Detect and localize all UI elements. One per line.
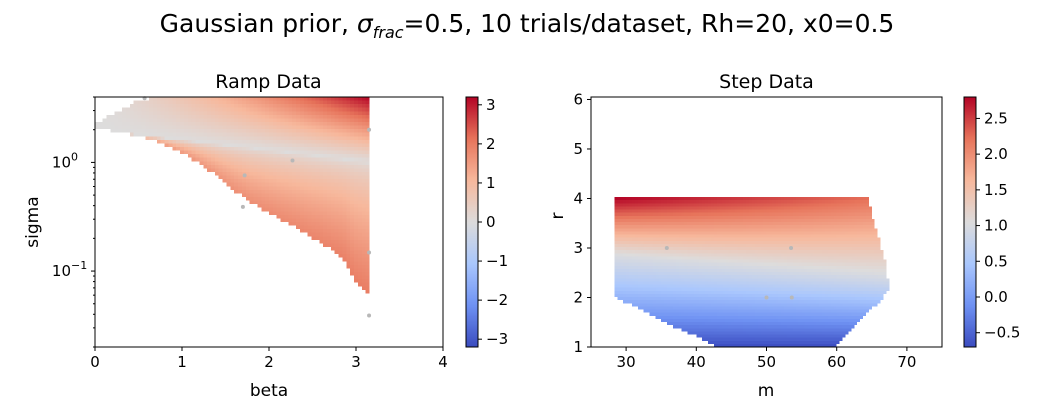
ramp-heatmap — [95, 97, 443, 347]
ramp-x-tick-label: 1 — [177, 353, 187, 371]
ramp-colorbar-tick-label: 3 — [486, 96, 496, 114]
step-colorbar-tick-label: 0.5 — [984, 252, 1008, 270]
ramp-y-tick-base: 10 — [52, 262, 71, 280]
figure-suptitle: Gaussian prior, σfrac=0.5, 10 trials/dat… — [160, 9, 895, 42]
step-y-tick-label: 3 — [573, 239, 583, 257]
ramp-grid-point — [240, 204, 245, 209]
ramp-y-tick-label: 10 — [52, 153, 71, 171]
step-y-tick-label: 1 — [573, 338, 583, 356]
ramp-colorbar-tick-label: −2 — [486, 291, 508, 309]
step-colorbar — [964, 97, 976, 347]
step-colorbar-frame — [963, 96, 977, 348]
ramp-y-tick-label: 10 — [52, 262, 71, 280]
ramp-colorbar-tick-label: −1 — [486, 252, 508, 270]
ramp-ylabel: sigma — [23, 196, 43, 247]
step-colorbar-tick-label: 1.0 — [984, 217, 1008, 235]
step-heatmap — [591, 97, 942, 347]
ramp-grid-point — [290, 158, 295, 163]
ramp-x-tick-label: 3 — [351, 353, 361, 371]
step-colorbar-tick-label: −0.5 — [984, 324, 1020, 342]
step-y-tick-label: 6 — [573, 90, 583, 108]
step-x-tick-label: 60 — [827, 353, 846, 371]
step-grid-point — [764, 295, 769, 300]
suptitle-suffix: =0.5, 10 trials/dataset, Rh=20, x0=0.5 — [404, 9, 895, 38]
step-xlabel: m — [758, 381, 775, 401]
suptitle-subscript: frac — [373, 23, 404, 42]
ramp-grid-point — [367, 127, 372, 132]
ramp-x-tick-label: 0 — [90, 353, 100, 371]
ramp-x-tick-label: 2 — [264, 353, 274, 371]
ramp-colorbar-ticks: 3 2 1 0 −1 −2 −3 — [478, 96, 508, 348]
step-x-tick-label: 40 — [687, 353, 706, 371]
ramp-grid-points — [142, 96, 372, 318]
ramp-y-tick-exponent: 0 — [71, 150, 78, 163]
ramp-colorbar-tick-label: 2 — [486, 135, 496, 153]
ramp-x-ticks: 0 1 2 3 4 — [90, 347, 448, 371]
step-colorbar-tick-label: 0.0 — [984, 288, 1008, 306]
step-colorbar-tick-label: 2.5 — [984, 109, 1008, 127]
suptitle-sigma: σ — [357, 9, 374, 38]
ramp-y-tick-exponent: −1 — [71, 259, 87, 272]
step-x-tick-label: 30 — [617, 353, 636, 371]
suptitle-prefix: Gaussian prior, — [160, 9, 357, 38]
ramp-grid-point — [242, 173, 247, 178]
step-grid-points — [664, 245, 794, 300]
ramp-grid-point — [367, 250, 372, 255]
ramp-colorbar-tick-label: 0 — [486, 213, 496, 231]
ramp-xlabel: beta — [250, 381, 288, 401]
step-x-ticks: 30 40 50 60 70 — [617, 347, 916, 371]
step-y-tick-label: 5 — [573, 140, 583, 158]
step-y-tick-label: 2 — [573, 288, 583, 306]
ramp-y-tick-base: 10 — [52, 153, 71, 171]
ramp-colorbar — [466, 97, 478, 347]
step-grid-point — [789, 295, 794, 300]
step-ylabel: r — [548, 213, 568, 220]
step-y-ticks: 1 2 3 4 5 6 — [573, 90, 591, 356]
step-title: Step Data — [719, 71, 814, 93]
ramp-title: Ramp Data — [215, 71, 321, 93]
ramp-colorbar-tick-label: 1 — [486, 174, 496, 192]
step-colorbar-ticks: 2.5 2.0 1.5 1.0 0.5 0.0 −0.5 — [976, 109, 1020, 342]
step-y-tick-label: 4 — [573, 189, 583, 207]
step-x-tick-label: 50 — [757, 353, 776, 371]
step-panel: Step Data 30 40 50 60 70 1 2 3 4 5 6 m r 2.5 2.0 1.… — [548, 71, 1020, 401]
ramp-x-tick-label: 4 — [438, 353, 448, 371]
ramp-colorbar-tick-label: −3 — [486, 330, 508, 348]
step-grid-point — [789, 245, 794, 250]
step-colorbar-tick-label: 2.0 — [984, 145, 1008, 163]
ramp-grid-point — [367, 313, 372, 318]
step-colorbar-tick-label: 1.5 — [984, 181, 1008, 199]
step-grid-point — [664, 245, 669, 250]
step-x-tick-label: 70 — [897, 353, 916, 371]
